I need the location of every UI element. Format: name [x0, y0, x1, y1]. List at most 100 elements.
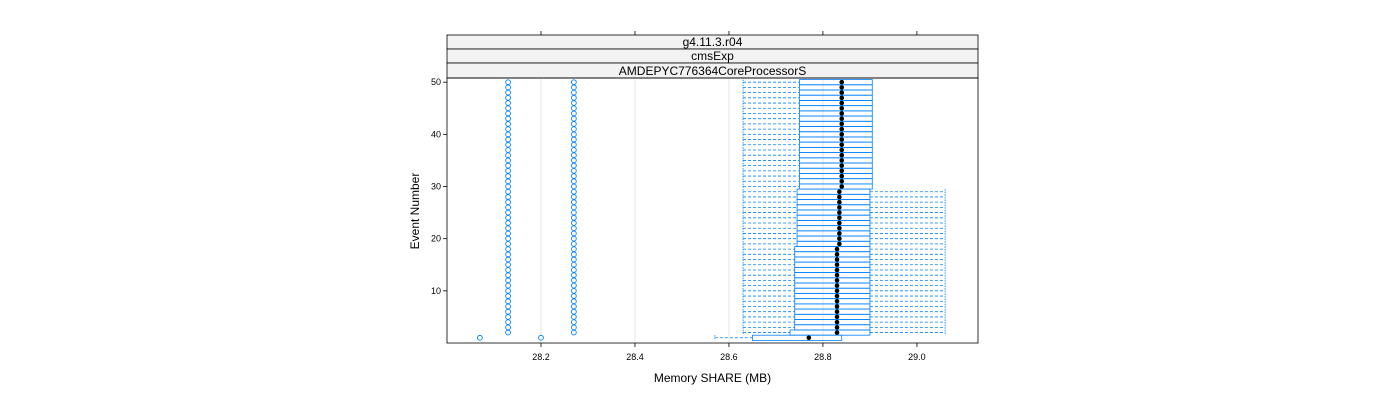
median-point [839, 142, 845, 148]
axis-layer: 28.2 28.4 28.6 28.8 29.0 10 20 30 40 50 [431, 31, 926, 362]
x-axis-label: Memory SHARE (MB) [654, 371, 771, 385]
outlier-point [571, 303, 577, 310]
outlier-point [505, 152, 511, 159]
outlier-point [571, 225, 577, 232]
outlier-point [505, 319, 511, 325]
box [794, 272, 871, 279]
outlier-point [571, 282, 577, 289]
outlier-point [571, 152, 577, 159]
outlier-point [505, 89, 511, 96]
y-tick-label: 40 [431, 129, 441, 139]
outlier-point [505, 157, 511, 164]
box [799, 100, 873, 107]
median-point [837, 236, 842, 241]
outlier-point [505, 261, 511, 268]
box [752, 334, 843, 341]
outlier-point [505, 324, 511, 331]
outlier-point [571, 115, 577, 122]
outlier-point [505, 115, 511, 122]
outlier-point [505, 100, 511, 106]
outlier-point [505, 178, 511, 185]
median-point [834, 267, 840, 273]
outlier-point [571, 126, 577, 132]
median-point [834, 262, 840, 268]
box [799, 126, 873, 133]
median-point [839, 111, 845, 116]
box [796, 188, 871, 195]
outlier-point [571, 100, 577, 106]
box [799, 136, 873, 143]
outlier-point [505, 105, 511, 112]
outlier-point [505, 267, 511, 273]
x-tick-label: 28.6 [720, 352, 738, 362]
box [794, 308, 871, 315]
median-point [839, 158, 845, 163]
median-point [839, 168, 845, 174]
median-point [834, 319, 840, 325]
median-point [839, 126, 845, 132]
median-point [839, 152, 845, 158]
box [794, 246, 871, 253]
box [799, 141, 873, 148]
outlier-point [505, 246, 511, 252]
median-point [839, 100, 845, 106]
outlier-point [571, 79, 577, 86]
median-point [839, 163, 845, 168]
box [796, 225, 871, 232]
box [794, 298, 871, 305]
plot-panel [446, 77, 979, 344]
box [799, 89, 873, 96]
outlier-point [505, 220, 511, 226]
box [799, 79, 873, 86]
median-point [834, 283, 840, 288]
box [799, 162, 873, 169]
outlier-point [505, 329, 511, 336]
median-point [839, 184, 845, 189]
median-point [837, 194, 842, 200]
outlier-point [571, 246, 577, 252]
median-point [834, 246, 840, 252]
outlier-point [571, 308, 577, 315]
outlier-point [571, 272, 577, 279]
outlier-point [571, 261, 577, 268]
outlier-point [505, 84, 511, 91]
box [794, 293, 871, 300]
outlier-layer [477, 79, 577, 341]
outlier-point [571, 293, 577, 299]
outlier-point [571, 136, 577, 143]
outlier-point [571, 94, 577, 101]
x-tick-label: 29.0 [908, 352, 926, 362]
outlier-point [505, 272, 511, 279]
outlier-point [571, 84, 577, 91]
median-point [834, 304, 840, 309]
median-point [834, 325, 840, 330]
median-point [839, 105, 845, 111]
box [799, 131, 873, 138]
outlier-point [505, 225, 511, 232]
outlier-point [571, 194, 577, 200]
median-layer [806, 79, 845, 341]
median-point [839, 85, 845, 90]
outlier-point [505, 293, 511, 299]
outlier-point [571, 168, 577, 174]
outlier-point [571, 188, 577, 195]
median-point [834, 257, 840, 262]
box [794, 287, 871, 294]
median-point [839, 137, 845, 142]
outlier-point [571, 204, 577, 211]
outlier-point [505, 314, 511, 320]
median-point [839, 121, 845, 127]
median-point [834, 309, 840, 315]
outlier-point [505, 121, 511, 127]
outlier-point [505, 287, 511, 294]
outlier-point [505, 131, 511, 138]
outlier-point [505, 79, 511, 86]
box [799, 110, 873, 117]
box [796, 235, 871, 242]
outlier-point [505, 141, 511, 148]
median-point [839, 79, 845, 85]
box [796, 230, 871, 237]
x-tick-label: 28.8 [814, 352, 832, 362]
box [796, 209, 871, 216]
box [799, 178, 873, 185]
